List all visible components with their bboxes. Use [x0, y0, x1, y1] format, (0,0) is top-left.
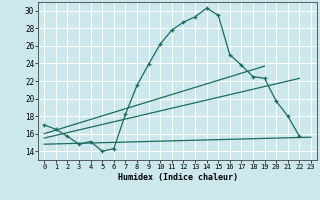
X-axis label: Humidex (Indice chaleur): Humidex (Indice chaleur)	[118, 173, 238, 182]
